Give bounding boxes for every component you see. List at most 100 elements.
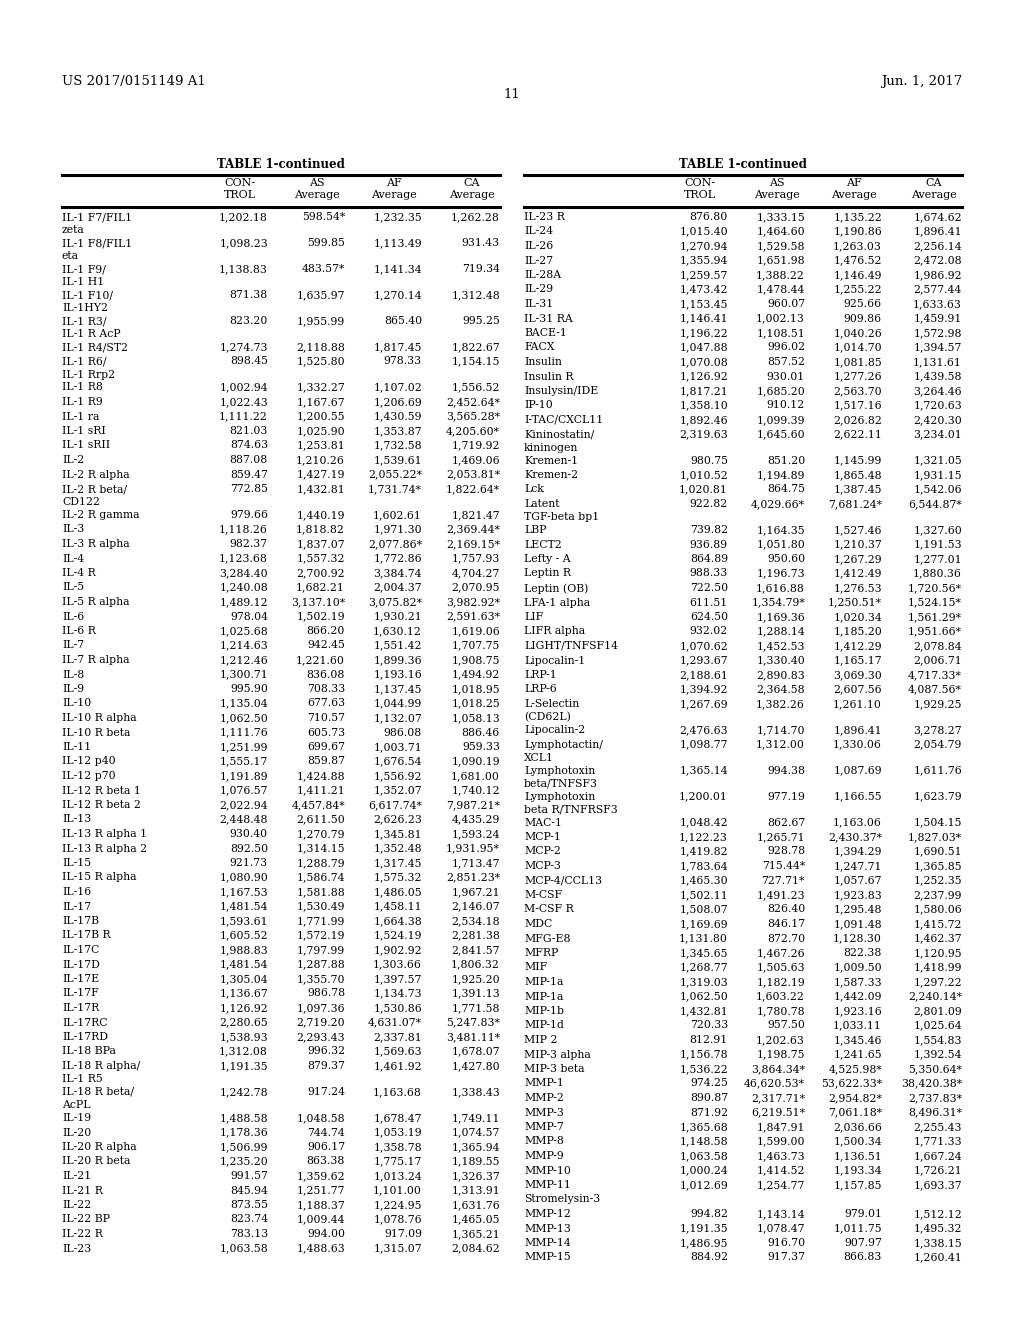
Text: 2,055.22*: 2,055.22*: [368, 470, 422, 479]
Text: MIP-1a: MIP-1a: [524, 977, 563, 987]
Text: 884.92: 884.92: [690, 1253, 728, 1262]
Text: 994.38: 994.38: [767, 766, 805, 776]
Text: 1,164.35: 1,164.35: [757, 525, 805, 535]
Text: 1,538.93: 1,538.93: [219, 1032, 268, 1041]
Text: 887.08: 887.08: [229, 455, 268, 465]
Text: 1,193.16: 1,193.16: [374, 669, 422, 680]
Text: (CD62L): (CD62L): [524, 711, 570, 722]
Text: 909.86: 909.86: [844, 314, 882, 323]
Text: 1,847.91: 1,847.91: [757, 1122, 805, 1133]
Text: MMP-11: MMP-11: [524, 1180, 570, 1191]
Text: MMP-15: MMP-15: [524, 1253, 570, 1262]
Text: 3,982.92*: 3,982.92*: [446, 597, 500, 607]
Text: Insulysin/IDE: Insulysin/IDE: [524, 385, 598, 396]
Text: IL-6: IL-6: [62, 611, 84, 622]
Text: IL-16: IL-16: [62, 887, 91, 898]
Text: 1,365.85: 1,365.85: [913, 861, 962, 871]
Text: 2,281.38: 2,281.38: [452, 931, 500, 940]
Text: 1,771.33: 1,771.33: [913, 1137, 962, 1147]
Text: 2,317.71*: 2,317.71*: [751, 1093, 805, 1104]
Text: 1,707.75: 1,707.75: [452, 640, 500, 651]
Text: 1,424.88: 1,424.88: [296, 771, 345, 781]
Text: IL-18 R beta/: IL-18 R beta/: [62, 1086, 134, 1097]
Text: 699.67: 699.67: [307, 742, 345, 752]
Text: 1,126.92: 1,126.92: [219, 1003, 268, 1012]
Text: IL-17C: IL-17C: [62, 945, 99, 954]
Text: IL-1 R6/: IL-1 R6/: [62, 356, 106, 367]
Text: 3,069.30: 3,069.30: [834, 671, 882, 680]
Text: 2,070.95: 2,070.95: [452, 582, 500, 593]
Text: CON-
TROL: CON- TROL: [224, 178, 256, 199]
Text: 1,270.14: 1,270.14: [374, 290, 422, 300]
Text: MFG-E8: MFG-E8: [524, 933, 570, 944]
Text: 1,202.63: 1,202.63: [756, 1035, 805, 1045]
Text: 2,626.23: 2,626.23: [373, 814, 422, 825]
Text: 1,352.48: 1,352.48: [374, 843, 422, 854]
Text: 1,555.17: 1,555.17: [219, 756, 268, 767]
Text: 2,036.66: 2,036.66: [834, 1122, 882, 1133]
Text: IL-13 R alpha 1: IL-13 R alpha 1: [62, 829, 147, 840]
Text: 892.50: 892.50: [229, 843, 268, 854]
Text: 1,111.76: 1,111.76: [219, 727, 268, 738]
Text: Lymphotactin/: Lymphotactin/: [524, 739, 603, 750]
Text: 1,461.92: 1,461.92: [374, 1061, 422, 1071]
Text: 677.63: 677.63: [307, 698, 345, 709]
Text: 1,118.26: 1,118.26: [219, 524, 268, 535]
Text: 1,397.57: 1,397.57: [374, 974, 422, 983]
Text: 2,118.88: 2,118.88: [296, 342, 345, 352]
Text: 1,908.75: 1,908.75: [452, 655, 500, 665]
Text: 1,143.14: 1,143.14: [757, 1209, 805, 1218]
Text: 3,384.74: 3,384.74: [374, 568, 422, 578]
Text: IL-12 R beta 2: IL-12 R beta 2: [62, 800, 141, 810]
Text: 1,221.60: 1,221.60: [296, 655, 345, 665]
Text: AF
Average: AF Average: [371, 178, 417, 199]
Text: eta: eta: [62, 251, 79, 261]
Text: 1,009.44: 1,009.44: [297, 1214, 345, 1225]
Text: 1,719.92: 1,719.92: [452, 441, 500, 450]
Text: 826.40: 826.40: [767, 904, 805, 915]
Text: 2,146.07: 2,146.07: [452, 902, 500, 912]
Text: IL-4 R: IL-4 R: [62, 568, 96, 578]
Text: 1,771.58: 1,771.58: [452, 1003, 500, 1012]
Text: IL-21: IL-21: [62, 1171, 91, 1181]
Text: 1,517.16: 1,517.16: [834, 400, 882, 411]
Text: LFA-1 alpha: LFA-1 alpha: [524, 598, 590, 607]
Text: 1,251.99: 1,251.99: [219, 742, 268, 752]
Text: 1,293.67: 1,293.67: [679, 656, 728, 665]
Text: 1,317.45: 1,317.45: [374, 858, 422, 869]
Text: 1,312.08: 1,312.08: [219, 1047, 268, 1056]
Text: 1,556.92: 1,556.92: [374, 771, 422, 781]
Text: 1,572.98: 1,572.98: [913, 327, 962, 338]
Text: 1,837.07: 1,837.07: [296, 539, 345, 549]
Text: 598.54*: 598.54*: [302, 213, 345, 222]
Text: 1,412.29: 1,412.29: [834, 642, 882, 651]
Text: IL-1 R4/ST2: IL-1 R4/ST2: [62, 342, 128, 352]
Text: 1,210.26: 1,210.26: [296, 455, 345, 465]
Text: 1,674.62: 1,674.62: [913, 213, 962, 222]
Text: 1,025.68: 1,025.68: [219, 626, 268, 636]
Text: IL-1 ra: IL-1 ra: [62, 412, 99, 421]
Text: 1,165.17: 1,165.17: [834, 656, 882, 665]
Text: 1,314.15: 1,314.15: [296, 843, 345, 854]
Text: 2,801.09: 2,801.09: [913, 1006, 962, 1016]
Text: IL-2: IL-2: [62, 455, 84, 465]
Text: 986.78: 986.78: [307, 989, 345, 998]
Text: 1,355.94: 1,355.94: [680, 256, 728, 265]
Text: 1,524.19: 1,524.19: [374, 931, 422, 940]
Text: 982.37: 982.37: [229, 539, 268, 549]
Text: 836.08: 836.08: [306, 669, 345, 680]
Text: IL-15: IL-15: [62, 858, 91, 869]
Text: 1,353.87: 1,353.87: [374, 426, 422, 436]
Text: 1,557.32: 1,557.32: [297, 553, 345, 564]
Text: 1,720.63: 1,720.63: [913, 400, 962, 411]
Text: 1,132.07: 1,132.07: [374, 713, 422, 723]
Text: 979.66: 979.66: [230, 510, 268, 520]
Text: 2,053.81*: 2,053.81*: [445, 470, 500, 479]
Text: Leptin R: Leptin R: [524, 569, 571, 578]
Text: 1,157.85: 1,157.85: [834, 1180, 882, 1191]
Text: 1,128.30: 1,128.30: [834, 933, 882, 944]
Text: 1,414.52: 1,414.52: [757, 1166, 805, 1176]
Text: 974.25: 974.25: [690, 1078, 728, 1089]
Text: 1,131.61: 1,131.61: [913, 356, 962, 367]
Text: IL-23 R: IL-23 R: [524, 213, 565, 222]
